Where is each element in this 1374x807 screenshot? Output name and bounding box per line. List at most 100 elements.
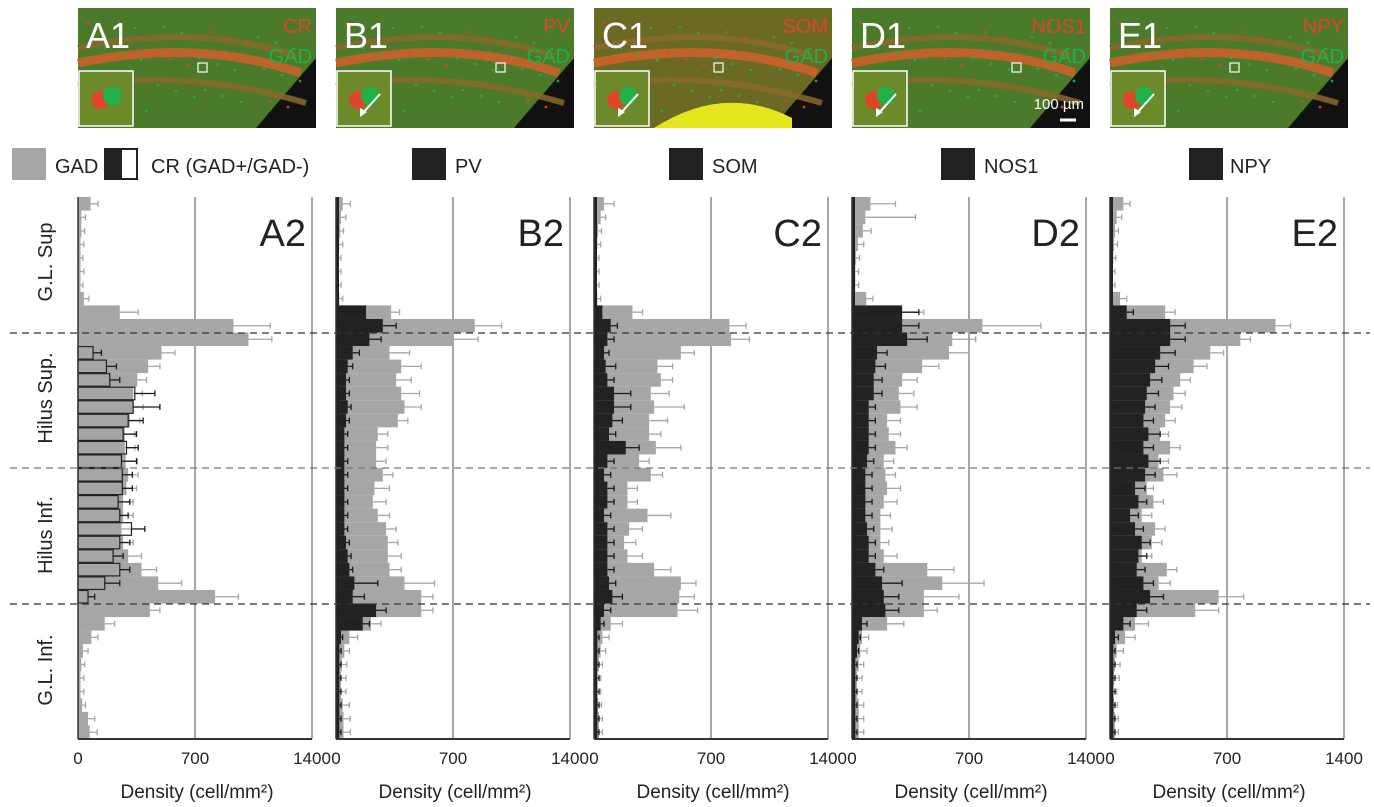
micrograph-cell-dot xyxy=(461,88,465,92)
marker-bar xyxy=(852,386,874,401)
micrograph-cell-dot xyxy=(948,89,952,93)
marker-bar xyxy=(852,617,863,631)
marker-bar xyxy=(1110,318,1171,333)
micrograph-cell-dot xyxy=(930,83,934,87)
marker-bar xyxy=(594,400,615,414)
marker-bar xyxy=(594,522,608,536)
micrograph-marker-label: PV xyxy=(543,16,570,38)
panel-c2: 0 700 1400 Density (cell/mm²) C2 xyxy=(589,197,847,803)
micrograph-cell-dot xyxy=(725,30,729,34)
micrograph-cell-dot xyxy=(414,83,418,87)
micrograph-cell-dot xyxy=(538,73,542,77)
micrograph-cell-dot xyxy=(526,99,530,103)
gad-bar xyxy=(78,454,126,468)
gad-bar xyxy=(78,481,127,496)
marker-bar xyxy=(1110,332,1171,347)
micrograph-cell-dot xyxy=(274,41,278,45)
marker-bar xyxy=(336,346,353,360)
micrograph-cell-dot xyxy=(860,21,864,25)
gad-bar xyxy=(78,440,125,455)
marker-bar xyxy=(336,400,348,414)
gad-bar xyxy=(78,305,120,319)
marker-bar xyxy=(336,373,347,387)
marker-bar xyxy=(594,318,611,333)
gad-bar xyxy=(336,427,378,441)
micrograph-cell-dot xyxy=(1048,41,1052,45)
micrograph-cell-dot xyxy=(660,109,664,113)
micrograph-marker-label: CR xyxy=(283,16,312,38)
gad-bar xyxy=(1110,197,1124,211)
micrograph-cell-dot xyxy=(989,62,993,66)
marker-bar xyxy=(852,413,869,428)
micrograph-cell-layer xyxy=(851,48,1077,78)
micrograph-cell-dot xyxy=(790,41,794,45)
micrograph-inset-cell-green xyxy=(1135,87,1153,105)
marker-bar xyxy=(594,413,613,428)
micrograph-cell-dot xyxy=(1007,68,1011,72)
micrograph-cell-dot xyxy=(1019,42,1023,46)
micrograph-cell-dot xyxy=(186,63,190,67)
micrograph-cell-dot xyxy=(1030,35,1034,39)
gad-bar xyxy=(336,589,422,604)
micrograph-cell-dot xyxy=(655,58,659,62)
gad-bar xyxy=(336,522,387,536)
gad-bar xyxy=(78,698,83,712)
gad-bar xyxy=(78,684,81,699)
legend-swatch-npy xyxy=(1189,148,1223,180)
micrograph-roi-box xyxy=(713,62,724,73)
micrograph-cell-dot xyxy=(796,73,800,77)
micrograph-cell-dot xyxy=(995,94,999,98)
micrograph-cell-dot xyxy=(86,21,90,25)
marker-bar xyxy=(594,508,605,523)
marker-bar xyxy=(336,468,345,482)
marker-bar xyxy=(852,468,866,482)
marker-bar xyxy=(852,346,878,360)
gad-bar xyxy=(594,468,651,482)
micrograph-cell-dot xyxy=(702,63,706,67)
micrograph-cell-dot xyxy=(298,79,302,83)
x-tick-label: 700 xyxy=(955,749,983,768)
marker-bar xyxy=(852,400,869,414)
panel-e2: 0 700 1400 Density (cell/mm²) E2 xyxy=(1105,197,1363,803)
region-labels: G.L. Sup Hilus Sup. Hilus Inf. G.L. Inf. xyxy=(35,223,57,706)
x-axis-label: Density (cell/mm²) xyxy=(378,782,531,803)
micrograph-cell-dot xyxy=(666,51,670,55)
marker-bar xyxy=(336,305,367,319)
x-tick-label: 0 xyxy=(73,749,82,768)
micrograph-cell-dot xyxy=(174,89,178,93)
micrograph-cell-dot xyxy=(977,88,981,92)
micrograph-cell-dot xyxy=(156,83,160,87)
micrograph-cell-dot xyxy=(1054,73,1058,77)
micrograph-dark-region xyxy=(514,58,574,128)
micrograph-cell-dot xyxy=(444,63,448,67)
gad-bar xyxy=(78,495,124,509)
marker-bar xyxy=(594,332,608,347)
micrograph-cell-dot xyxy=(162,25,166,29)
micrograph-cell-dot xyxy=(256,35,260,39)
marker-bar xyxy=(852,305,903,319)
micrograph-cell-dot xyxy=(391,26,395,30)
panel-b2: 0 700 1400 Density (cell/mm²) B2 xyxy=(331,197,589,803)
panel-label: C2 xyxy=(773,213,822,255)
micrograph-cell-dot xyxy=(784,99,788,103)
micrograph-cell-dot xyxy=(814,79,818,83)
micrograph-cell-dot xyxy=(221,94,225,98)
micrograph-label: B1 xyxy=(344,15,388,56)
gad-bar xyxy=(1110,210,1117,225)
marker-bar xyxy=(852,481,866,496)
micrograph-inset-arrow-head xyxy=(876,108,883,117)
micrograph-cell-dot xyxy=(1194,25,1198,29)
marker-bar xyxy=(336,549,348,563)
marker-bar xyxy=(594,576,610,590)
micrograph-cell-dot xyxy=(1312,73,1316,77)
micrograph-cell-dot xyxy=(420,25,424,29)
micrograph-cell-dot xyxy=(450,95,454,99)
marker-baseline-strip xyxy=(1110,197,1113,739)
marker-bar xyxy=(1110,359,1156,374)
marker-bar xyxy=(1110,617,1124,631)
gad-bar xyxy=(594,359,658,374)
micrograph-cell-dot xyxy=(684,57,688,61)
x-tick-label: 0 xyxy=(331,749,340,768)
legend-label-som: SOM xyxy=(712,156,758,178)
micrograph-cell-dot xyxy=(1235,88,1239,92)
